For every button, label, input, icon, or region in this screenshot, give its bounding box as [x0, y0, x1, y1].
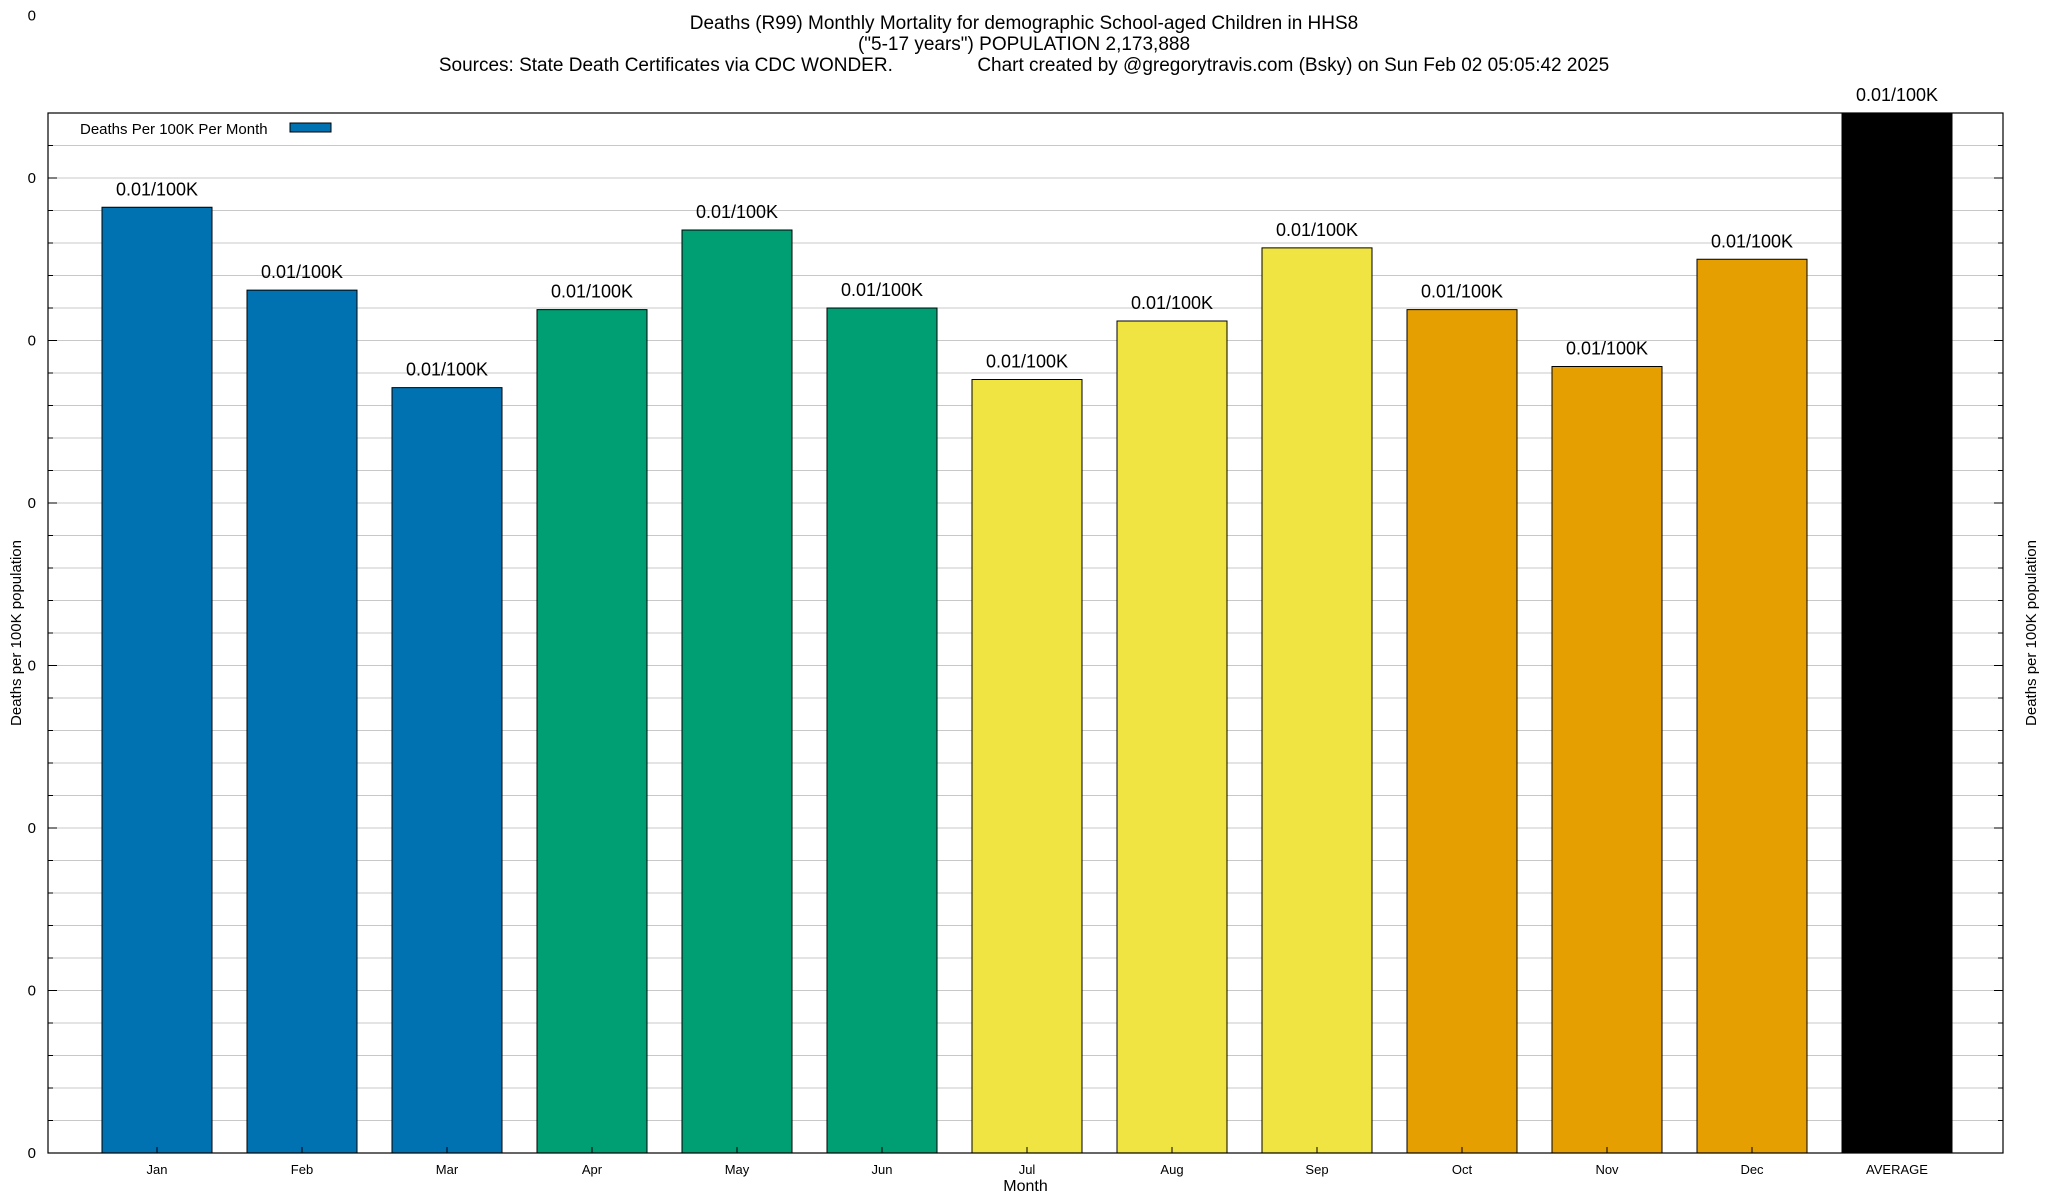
- plot-border: [47, 112, 2004, 1154]
- bar-nov: [1551, 366, 1663, 1154]
- bar-feb: [246, 289, 358, 1154]
- y-tick-label: 0: [28, 1145, 36, 1162]
- bar-jun: [826, 307, 938, 1154]
- x-tick-label: AVERAGE: [1866, 1162, 1928, 1177]
- x-tick-label: Feb: [291, 1162, 313, 1177]
- x-axis-label: Month: [1003, 1178, 1047, 1195]
- y-tick-label: 0: [28, 820, 36, 837]
- x-tick-label: Aug: [1160, 1162, 1183, 1177]
- x-tick-label: May: [725, 1162, 750, 1177]
- x-tick-label: Jan: [147, 1162, 168, 1177]
- y-axis-label-right: Deaths per 100K population: [2023, 540, 2040, 726]
- data-label: 0.01/100K: [1711, 231, 1793, 251]
- x-tick-label: Mar: [436, 1162, 459, 1177]
- data-label: 0.01/100K: [261, 262, 343, 282]
- x-tick-label: Jul: [1019, 1162, 1036, 1177]
- y-axis-label: Deaths per 100K population: [8, 540, 25, 726]
- bar-sep: [1261, 247, 1373, 1154]
- chart-title: Deaths (R99) Monthly Mortality for demog…: [689, 13, 1359, 34]
- bar-mar: [391, 387, 503, 1154]
- bar-apr: [536, 309, 648, 1154]
- x-tick-label: Jun: [872, 1162, 893, 1177]
- y-tick-label: 0: [28, 495, 36, 512]
- data-label: 0.01/100K: [1276, 220, 1358, 240]
- bar-jul: [971, 379, 1083, 1154]
- bar-may: [681, 229, 793, 1154]
- data-label: 0.01/100K: [551, 282, 633, 302]
- legend-label: Deaths Per 100K Per Month: [80, 121, 268, 138]
- bar-dec: [1696, 258, 1808, 1154]
- data-label: 0.01/100K: [406, 360, 488, 380]
- x-tick-label: Apr: [582, 1162, 603, 1177]
- bar-average: [1841, 112, 1953, 1154]
- y-tick-label: 0: [28, 333, 36, 350]
- y-tick-label: 0: [28, 658, 36, 675]
- bar-oct: [1406, 309, 1518, 1154]
- data-label: 0.01/100K: [1856, 85, 1938, 105]
- bar-jan: [101, 206, 213, 1154]
- bar-aug: [1116, 320, 1228, 1154]
- x-tick-label: Oct: [1452, 1162, 1473, 1177]
- chart-subtitle: ("5-17 years") POPULATION 2,173,888: [857, 34, 1191, 55]
- x-tick-label: Dec: [1740, 1162, 1764, 1177]
- data-label: 0.01/100K: [696, 202, 778, 222]
- data-label: 0.01/100K: [1566, 339, 1648, 359]
- x-tick-label: Sep: [1305, 1162, 1328, 1177]
- data-label: 0.01/100K: [1131, 293, 1213, 313]
- data-label: 0.01/100K: [986, 352, 1068, 372]
- chart-source-line: Sources: State Death Certificates via CD…: [438, 55, 1610, 76]
- data-label: 0.01/100K: [116, 179, 198, 199]
- y-tick-label: 0: [28, 983, 36, 1000]
- y-tick-label: 0: [28, 170, 36, 187]
- data-label: 0.01/100K: [841, 280, 923, 300]
- x-tick-label: Nov: [1595, 1162, 1619, 1177]
- data-label: 0.01/100K: [1421, 282, 1503, 302]
- y-tick-label: 0: [28, 8, 36, 25]
- legend-swatch: [289, 122, 332, 133]
